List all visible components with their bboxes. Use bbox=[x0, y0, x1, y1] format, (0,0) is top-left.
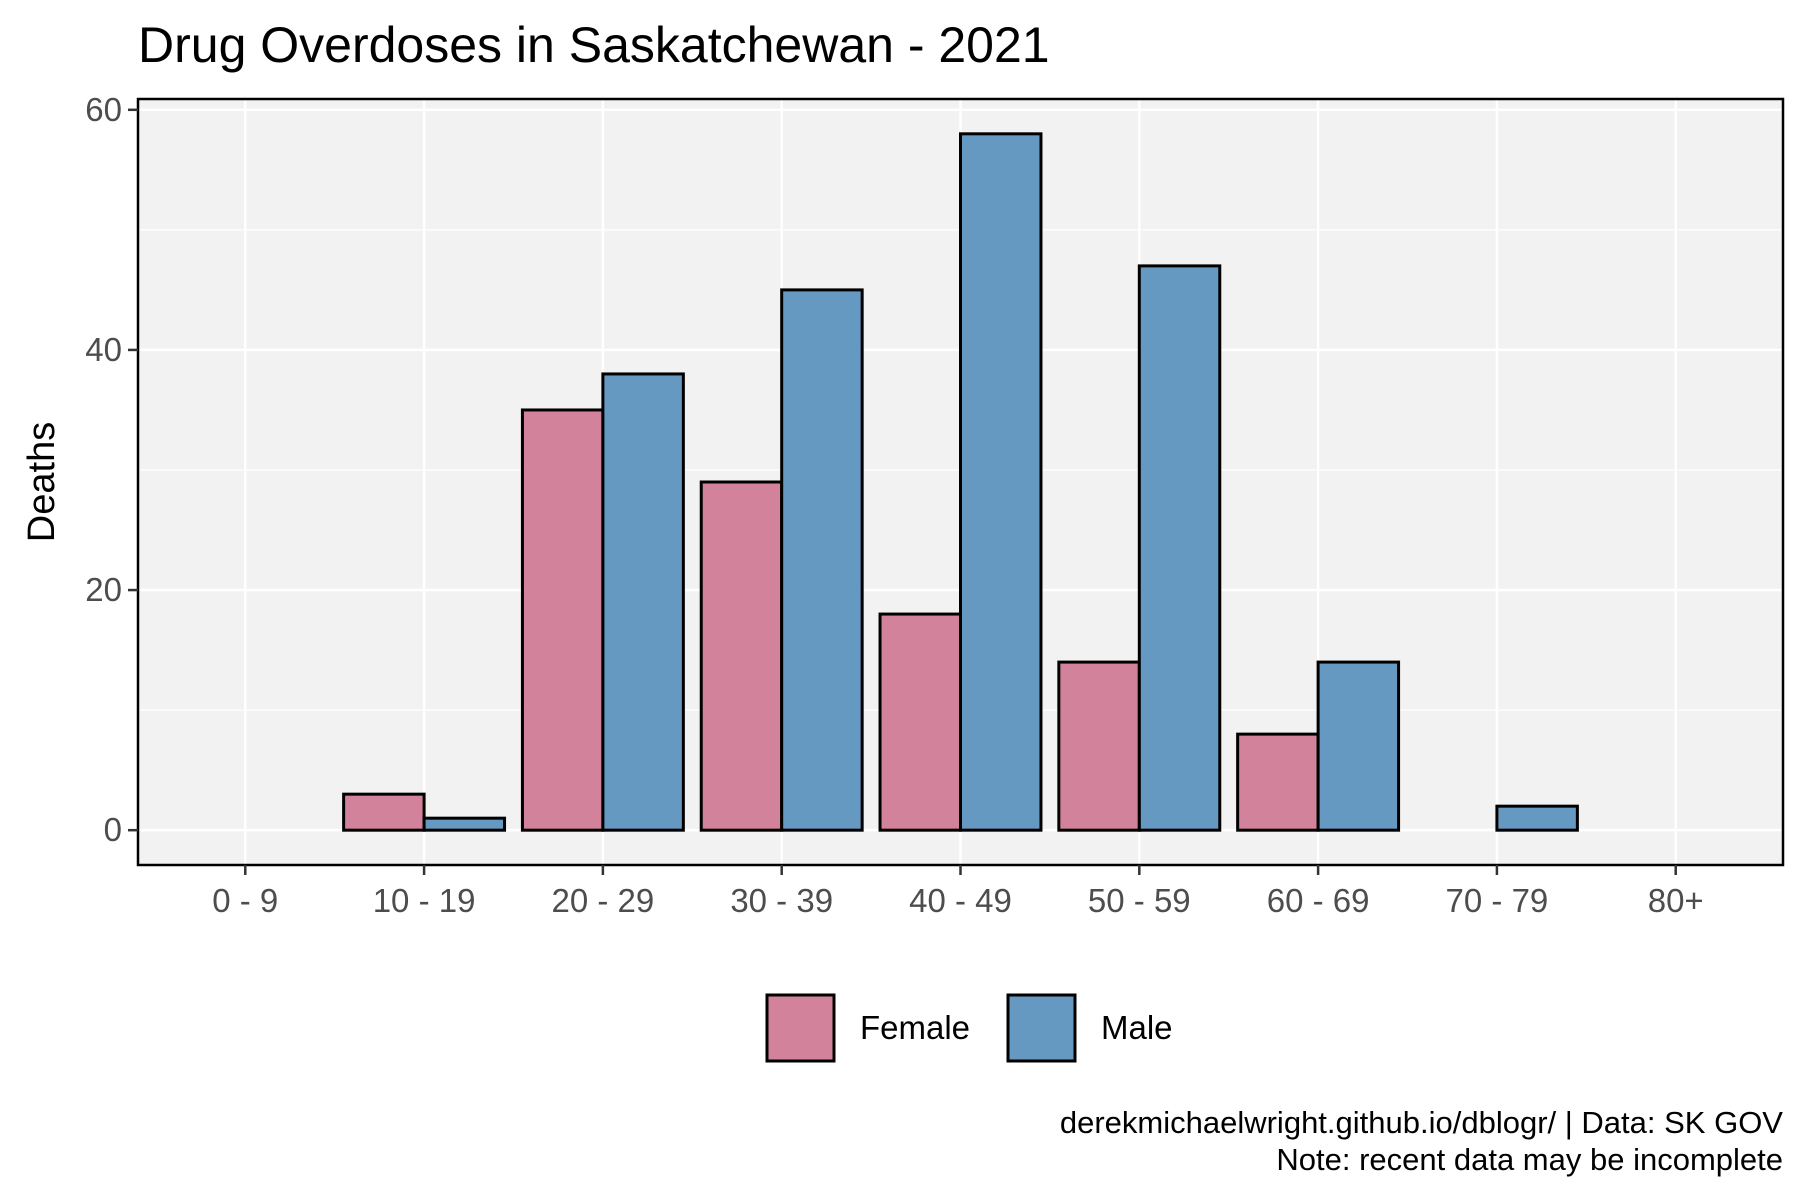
x-tick-label: 20 - 29 bbox=[552, 882, 655, 919]
x-tick-label: 50 - 59 bbox=[1088, 882, 1191, 919]
bar-male-6 bbox=[1137, 264, 1222, 832]
bar-female-7 bbox=[1236, 732, 1320, 832]
x-tick-label: 60 - 69 bbox=[1267, 882, 1370, 919]
y-tick-label: 0 bbox=[104, 811, 122, 848]
bars bbox=[342, 132, 1579, 832]
bar-male-2 bbox=[422, 816, 507, 832]
x-tick-label: 70 - 79 bbox=[1446, 882, 1549, 919]
bar-male-5 bbox=[959, 132, 1043, 832]
y-axis: 0 20 40 60 bbox=[85, 91, 138, 848]
y-tick-label: 60 bbox=[85, 91, 122, 128]
legend-label-female: Female bbox=[860, 1009, 970, 1046]
x-tick-label: 30 - 39 bbox=[730, 882, 833, 919]
caption-line-1: derekmichaelwright.github.io/dblogr/ | D… bbox=[1060, 1105, 1783, 1140]
bar-female-6 bbox=[1057, 660, 1141, 832]
bar-female-4 bbox=[699, 480, 784, 832]
legend: Female Male bbox=[765, 993, 1173, 1063]
legend-label-male: Male bbox=[1101, 1009, 1173, 1046]
bar-male-8 bbox=[1495, 804, 1579, 832]
bar-male-4 bbox=[780, 288, 864, 832]
legend-key-female bbox=[765, 993, 836, 1063]
bar-female-3 bbox=[520, 408, 605, 832]
y-axis-title: Deaths bbox=[21, 422, 63, 542]
bar-female-2 bbox=[342, 792, 426, 832]
y-tick-label: 40 bbox=[85, 331, 122, 368]
bar-female-5 bbox=[878, 612, 962, 832]
y-tick-label: 20 bbox=[85, 571, 122, 608]
x-tick-label: 10 - 19 bbox=[373, 882, 476, 919]
caption-line-2: Note: recent data may be incomplete bbox=[1276, 1142, 1783, 1177]
bar-male-3 bbox=[601, 372, 685, 832]
x-tick-label: 0 - 9 bbox=[212, 882, 278, 919]
x-tick-label: 40 - 49 bbox=[909, 882, 1012, 919]
x-axis: 0 - 9 10 - 19 20 - 29 30 - 39 40 - 49 50 - 59… bbox=[212, 865, 1704, 919]
bar-male-7 bbox=[1316, 660, 1401, 832]
chart-title: Drug Overdoses in Saskatchewan - 2021 bbox=[138, 17, 1050, 73]
x-tick-label: 80+ bbox=[1648, 882, 1704, 919]
legend-key-male bbox=[1006, 993, 1077, 1063]
